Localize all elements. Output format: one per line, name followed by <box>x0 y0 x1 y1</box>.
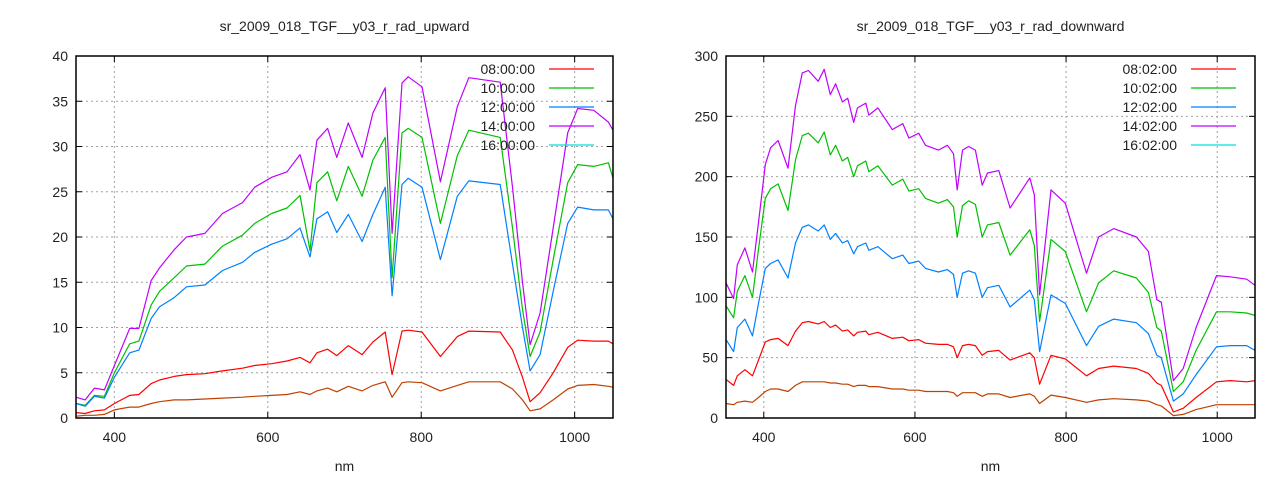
legend-label: 08:00:00 <box>481 61 536 77</box>
legend-label: 14:00:00 <box>481 118 536 134</box>
legend-label: 12:02:00 <box>1123 99 1178 115</box>
legend-label: 12:00:00 <box>481 99 536 115</box>
series-line-160000 <box>75 381 614 417</box>
y-tick-label: 15 <box>52 274 68 290</box>
plot-frame <box>75 55 614 419</box>
y-tick-label: 150 <box>695 229 719 245</box>
x-tick-label: 800 <box>1054 429 1078 445</box>
legend-label: 10:02:00 <box>1123 80 1178 96</box>
chart-title: sr_2009_018_TGF__y03_r_rad_upward <box>220 18 470 34</box>
y-tick-label: 50 <box>702 350 718 366</box>
x-axis-label: nm <box>335 458 354 474</box>
x-tick-label: 1000 <box>1202 429 1233 445</box>
series-line-080200 <box>725 320 1256 413</box>
chart-title: sr_2009_018_TGF__y03_r_rad_downward <box>857 18 1125 34</box>
x-tick-label: 600 <box>903 429 927 445</box>
legend-label: 08:02:00 <box>1123 61 1178 77</box>
series-line-100000 <box>75 127 614 406</box>
x-axis-label: nm <box>981 458 1000 474</box>
x-tick-label: 1000 <box>559 429 590 445</box>
x-tick-label: 400 <box>752 429 776 445</box>
x-tick-label: 600 <box>256 429 280 445</box>
y-tick-label: 300 <box>695 48 719 64</box>
legend-label: 10:00:00 <box>481 80 536 96</box>
y-tick-label: 25 <box>52 184 68 200</box>
legend-label: 14:02:00 <box>1123 118 1178 134</box>
series-line-160200 <box>725 381 1255 417</box>
y-tick-label: 100 <box>695 289 719 305</box>
y-tick-label: 20 <box>52 229 68 245</box>
x-tick-label: 800 <box>410 429 434 445</box>
y-tick-label: 5 <box>60 365 68 381</box>
series-line-140000 <box>75 76 614 401</box>
y-tick-label: 30 <box>52 139 68 155</box>
y-tick-label: 0 <box>710 410 718 426</box>
y-tick-label: 0 <box>60 410 68 426</box>
series-line-120200 <box>725 224 1256 402</box>
series-line-120000 <box>75 177 614 407</box>
y-tick-label: 200 <box>695 169 719 185</box>
series-line-100200 <box>725 131 1256 393</box>
downward-radiance-plot: 400 600 800 1000 0 50 100 150 200 250 300 08:02:00 1… <box>695 18 1256 474</box>
y-tick-label: 10 <box>52 320 68 336</box>
y-tick-label: 35 <box>52 93 68 109</box>
y-tick-label: 40 <box>52 48 68 64</box>
y-tick-label: 250 <box>695 108 719 124</box>
series-line-080000 <box>75 329 614 415</box>
x-tick-label: 400 <box>103 429 127 445</box>
legend-label: 16:02:00 <box>1123 137 1178 153</box>
plot-frame <box>725 55 1256 419</box>
legend-label: 16:00:00 <box>481 137 536 153</box>
upward-radiance-plot: 400 600 800 1000 0 5 10 15 20 25 30 35 40 08:00:00 10:… <box>52 18 614 474</box>
series-line-140200 <box>725 68 1256 382</box>
